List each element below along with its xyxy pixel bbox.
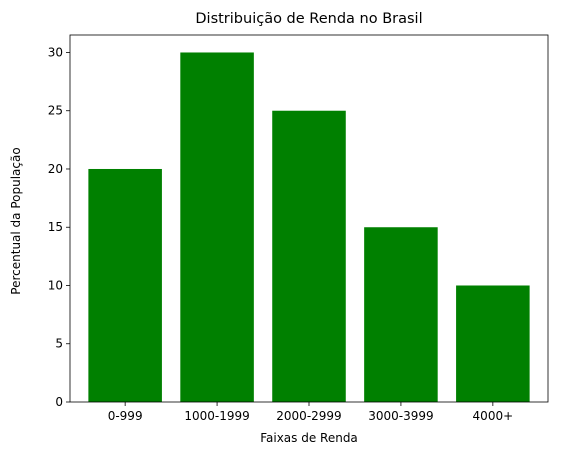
x-tick-label: 3000-3999 [368, 409, 433, 423]
x-tick-label: 0-999 [108, 409, 143, 423]
x-tick-label: 2000-2999 [276, 409, 341, 423]
plot-area: 0-999 1000-1999 2000-2999 3000-3999 4000+ 0 5 1… [48, 34, 549, 423]
axes-frame [69, 34, 549, 403]
chart-title: Distribuição de Renda no Brasil [195, 11, 422, 27]
x-axis-label: Faixas de Renda [260, 431, 358, 445]
y-tick-label: 5 [55, 337, 63, 351]
y-axis-label: Percentual da População [9, 147, 23, 294]
x-tick-label: 1000-1999 [184, 409, 249, 423]
bar-1000-1999 [180, 52, 254, 402]
bar-4000+ [456, 285, 530, 402]
y-tick-label: 25 [48, 104, 63, 118]
y-tick-label: 20 [48, 162, 63, 176]
bar-0-999 [88, 168, 162, 402]
y-tick-label: 30 [48, 45, 63, 59]
bar-2000-2999 [272, 110, 346, 402]
bar-3000-3999 [364, 227, 438, 402]
y-tick-label: 10 [48, 278, 63, 292]
y-tick-label: 15 [48, 220, 63, 234]
x-tick-label: 4000+ [473, 409, 514, 423]
y-tick-label: 0 [55, 395, 63, 409]
